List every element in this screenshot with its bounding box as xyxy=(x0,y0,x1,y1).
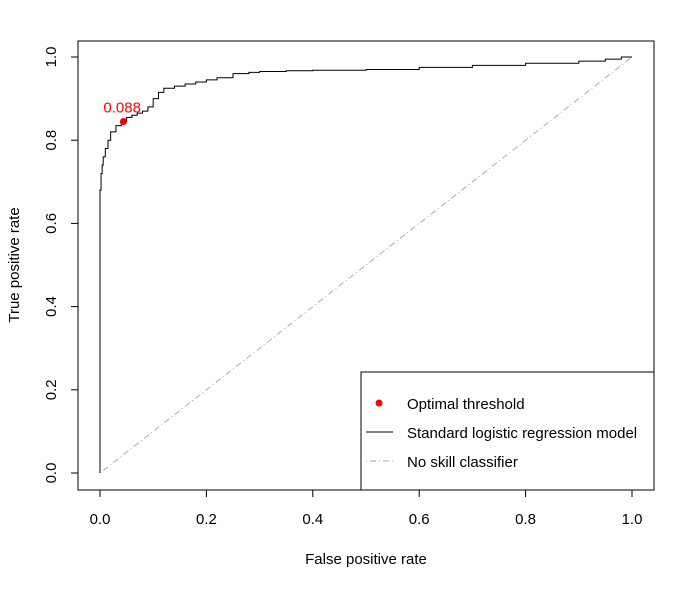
x-tick-label: 0.4 xyxy=(302,511,323,528)
x-tick-label: 0.8 xyxy=(515,511,536,528)
legend-box xyxy=(360,371,655,491)
points-layer: 0.088 xyxy=(103,99,141,125)
optimal-threshold-label: 0.088 xyxy=(103,99,141,116)
x-tick-label: 0.0 xyxy=(90,511,111,528)
series-line-no-skill xyxy=(99,56,633,474)
x-axis: 0.0 0.2 0.4 0.6 0.8 1.0 xyxy=(90,489,643,528)
optimal-threshold-point xyxy=(119,117,127,125)
legend-label-optimal-threshold: Optimal threshold xyxy=(407,396,525,413)
x-tick-label: 0.2 xyxy=(196,511,217,528)
x-tick-label: 0.6 xyxy=(409,511,430,528)
y-tick-label: 0.8 xyxy=(43,130,60,151)
y-tick-label: 0.4 xyxy=(43,296,60,317)
y-axis-title: True positive rate xyxy=(6,207,23,322)
legend-marker-optimal-threshold xyxy=(375,399,383,407)
x-tick-label: 1.0 xyxy=(622,511,643,528)
series-line-logistic-model xyxy=(99,56,632,473)
x-axis-title: False positive rate xyxy=(305,551,427,568)
legend: Optimal threshold Standard logistic regr… xyxy=(360,371,655,491)
y-tick-label: 1.0 xyxy=(43,47,60,68)
legend-label-no-skill: No skill classifier xyxy=(407,454,518,471)
series-layer xyxy=(99,56,633,474)
y-tick-label: 0.2 xyxy=(43,379,60,400)
y-tick-label: 0.6 xyxy=(43,213,60,234)
legend-label-logistic-model: Standard logistic regression model xyxy=(407,425,637,442)
y-tick-label: 0.0 xyxy=(43,463,60,484)
y-axis: 0.0 0.2 0.4 0.6 0.8 1.0 xyxy=(43,47,79,484)
